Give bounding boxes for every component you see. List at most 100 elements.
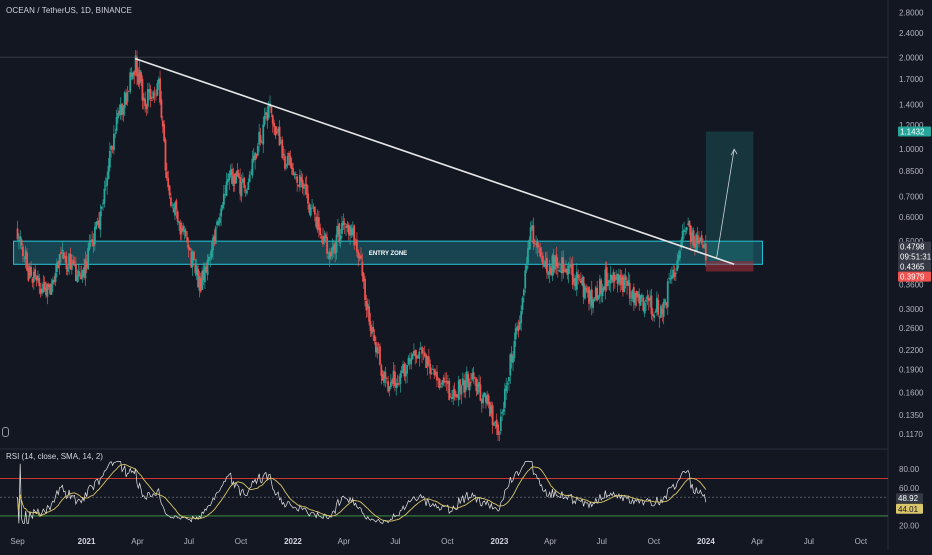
candle-body [661, 308, 664, 314]
candle-body [649, 298, 652, 301]
candle-body [495, 419, 498, 428]
candle-body [385, 378, 388, 380]
candle-body [41, 289, 43, 294]
price-label-box [898, 271, 931, 282]
candle-body [235, 172, 237, 184]
candle-body [350, 228, 353, 236]
candle-body [360, 255, 362, 259]
candle-body [601, 288, 604, 296]
candle-body [61, 249, 64, 251]
candle-body [588, 287, 590, 304]
candle-body [308, 204, 311, 213]
candle-body [567, 265, 570, 274]
candle-body [632, 286, 635, 303]
candle-body [172, 208, 175, 213]
candle-body [290, 163, 293, 170]
candle-body [478, 382, 480, 387]
candle-body [608, 281, 611, 282]
price-axis-tick: 0.1600 [899, 388, 924, 397]
time-axis-tick: Apr [338, 537, 351, 546]
candle-body [331, 246, 334, 254]
candle-body [297, 184, 300, 186]
candle-body [91, 239, 94, 243]
candle-body [479, 384, 482, 401]
candle-body [411, 353, 414, 360]
price-label-text: 0.4798 [900, 243, 925, 252]
time-axis-tick: Sep [10, 537, 25, 546]
lock-icon[interactable] [2, 427, 9, 437]
candle-body [309, 207, 312, 216]
candle-body [410, 358, 413, 365]
candle-body [623, 277, 626, 292]
price-label-text: 0.4365 [900, 263, 925, 272]
candle-body [20, 239, 23, 246]
candle-body [635, 291, 638, 298]
candle-body [141, 78, 144, 101]
candle-body [24, 250, 27, 260]
candle-body [341, 223, 343, 234]
price-axis-tick: 1.4000 [899, 101, 924, 110]
candle-body [22, 246, 24, 257]
candle-body [118, 110, 121, 115]
candle-body [703, 244, 706, 248]
candle-body [437, 378, 440, 380]
candle-body [550, 267, 552, 276]
candle-body [461, 378, 464, 386]
candle-body [258, 131, 261, 145]
price-axis-tick: 0.7000 [899, 193, 924, 202]
candle-body [35, 276, 38, 281]
candle-body [156, 83, 159, 96]
symbol-header[interactable]: OCEAN / TetherUS, 1D, BINANCE [6, 6, 132, 15]
candle-body [694, 243, 696, 248]
candle-body [470, 381, 472, 383]
candle-body [537, 245, 540, 247]
candle-body [353, 225, 356, 246]
candle-body [342, 220, 345, 226]
candle-body [228, 173, 231, 181]
price-axis-tick: 2.0000 [899, 53, 924, 62]
candle-body [581, 277, 584, 286]
candles-group [16, 50, 707, 442]
candle-body [459, 379, 461, 392]
candle-body [199, 278, 202, 292]
candle-body [281, 139, 284, 158]
candle-body [195, 265, 198, 275]
candle-body [36, 275, 39, 281]
candle-body [628, 283, 631, 299]
candle-body [528, 239, 531, 250]
candle-body [361, 261, 364, 276]
candle-body [700, 235, 703, 244]
rsi-sma-line [17, 463, 707, 522]
candle-body [206, 260, 209, 276]
candle-body [676, 260, 679, 271]
candle-body [503, 388, 506, 408]
candle-body [646, 295, 649, 299]
candle-body [679, 250, 681, 259]
candle-body [430, 372, 433, 374]
candle-body [695, 234, 698, 251]
candle-body [19, 236, 22, 242]
candle-body [446, 380, 449, 384]
time-axis-tick: Oct [648, 537, 661, 546]
candle-body [642, 297, 645, 311]
candle-body [475, 378, 478, 392]
price-axis-tick: 1.0000 [899, 145, 924, 154]
candle-body [442, 377, 445, 383]
candle-body [582, 276, 585, 298]
candle-body [320, 236, 323, 238]
candle-body [598, 278, 601, 297]
candle-body [69, 254, 72, 269]
candle-body [236, 170, 239, 176]
candle-body [626, 280, 628, 286]
candle-body [224, 194, 227, 195]
candle-body [241, 178, 244, 183]
candle-body [421, 347, 423, 354]
candle-body [53, 279, 56, 282]
candle-body [654, 311, 657, 313]
rsi-indicator-title[interactable]: RSI (14, close, SMA, 14, 2) [6, 452, 103, 461]
candle-body [316, 217, 319, 230]
candle-body [472, 372, 475, 379]
